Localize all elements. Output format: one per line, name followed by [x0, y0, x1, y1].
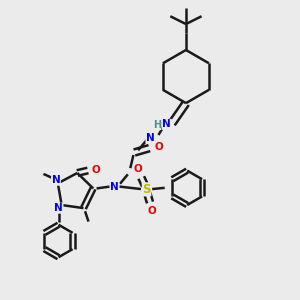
Text: N: N	[54, 203, 63, 213]
Text: O: O	[148, 206, 156, 216]
Text: S: S	[142, 183, 151, 196]
Text: N: N	[163, 119, 171, 129]
Text: N: N	[52, 175, 60, 185]
Text: H: H	[153, 120, 161, 130]
Text: O: O	[154, 142, 163, 152]
Text: O: O	[92, 165, 100, 175]
Text: O: O	[134, 164, 142, 174]
Text: N: N	[146, 133, 155, 142]
Text: N: N	[110, 182, 119, 192]
